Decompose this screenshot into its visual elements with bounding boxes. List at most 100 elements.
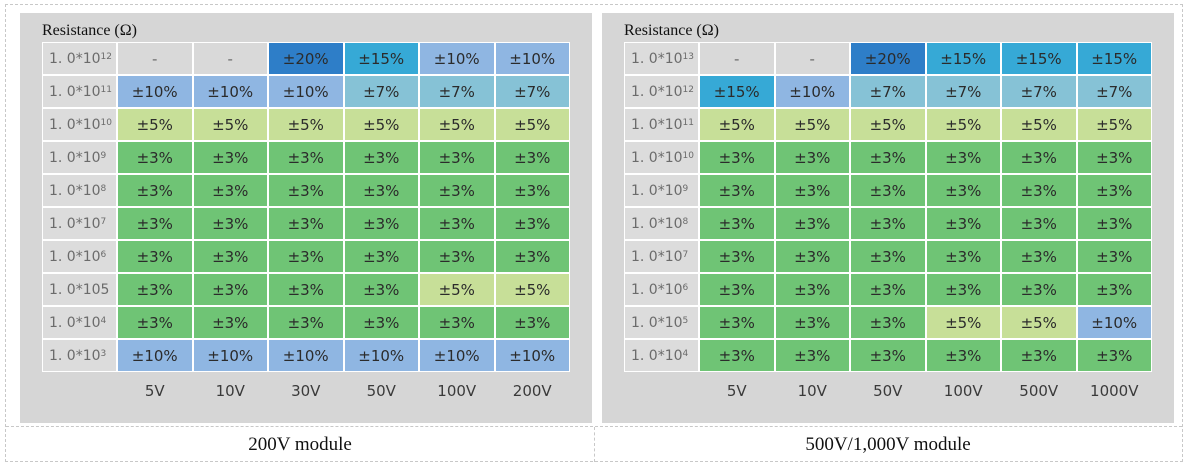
tolerance-cell: ±10% [494,42,570,75]
tolerance-cell: ±3% [850,273,926,306]
column-label: 30V [291,382,321,400]
tolerance-cell: ±5% [192,108,268,141]
tolerance-cell: ±3% [1076,240,1152,273]
tolerance-cell: ±3% [1001,240,1077,273]
table-200v: Resistance (Ω) 1. 0*10 12- - ±20% ±15% ±10% ±1… [20,13,592,423]
tolerance-cell: ±3% [1076,339,1152,372]
tolerance-cell: ±5% [268,108,344,141]
tolerance-cell: ±15% [699,75,775,108]
tolerance-cell: ±7% [1076,75,1152,108]
tolerance-cell: ±5% [419,108,495,141]
tolerance-cell: ±3% [268,174,344,207]
tolerance-cell: ±3% [494,141,570,174]
tolerance-cell: ±15% [1076,42,1152,75]
tolerance-cell: ±3% [343,174,419,207]
tolerance-cell: ±10% [774,75,850,108]
tolerance-cell: ±3% [1001,141,1077,174]
tolerance-cell: ±5% [774,108,850,141]
tolerance-cell: ±10% [419,42,495,75]
tolerance-cell: ±3% [1076,174,1152,207]
tolerance-cell: ±7% [419,75,495,108]
tolerance-cell: ±3% [343,273,419,306]
tolerance-cell: ±3% [268,273,344,306]
tolerance-cell: ±5% [1001,108,1077,141]
tolerance-cell: ±3% [192,240,268,273]
tolerance-cell: ±3% [192,174,268,207]
tolerance-cell: ±3% [925,240,1001,273]
tolerance-cell: ±10% [117,75,193,108]
tolerance-cell: ±10% [1076,306,1152,339]
tolerance-cell: ±3% [343,240,419,273]
tolerance-cell: ±10% [268,339,344,372]
tolerance-cell: ±10% [419,339,495,372]
tolerance-cell: ±3% [1001,273,1077,306]
tolerance-cell: ±3% [343,141,419,174]
tolerance-cell: ±7% [343,75,419,108]
tolerance-cell: ±3% [494,207,570,240]
figure-frame: Resistance (Ω) 1. 0*10 12- - ±20% ±15% ±10% ±1… [5,4,1183,462]
row-label: 1. 0*10 11 [624,108,699,141]
row-label: 1. 0*10 12 [42,42,117,75]
column-label: 50V [366,382,396,400]
tolerance-cell: ±3% [419,174,495,207]
tolerance-cell: ±3% [850,207,926,240]
tolerance-cell: ±3% [192,273,268,306]
tolerance-cell: ±3% [419,141,495,174]
tolerance-cell: ±20% [850,42,926,75]
tolerance-cell: ±3% [925,207,1001,240]
tolerance-cell: ±5% [1001,306,1077,339]
row-label: 1. 0*10 7 [624,240,699,273]
tolerance-cell: ±3% [343,207,419,240]
tolerance-cell: ±3% [850,306,926,339]
tolerance-cell: ±3% [774,339,850,372]
tolerance-cell: ±3% [1001,339,1077,372]
tolerance-cell: ±3% [117,306,193,339]
table-title: Resistance (Ω) [624,22,719,39]
caption-500v-1000v: 500V/1,000V module [805,434,971,455]
tolerance-cell: ±3% [192,141,268,174]
tolerance-cell: ±3% [117,141,193,174]
row-label: 1. 0*10 11 [42,75,117,108]
row-label: 1. 0*10 4 [624,339,699,372]
tolerance-cell: ±10% [192,75,268,108]
row-label: 1. 0*10 6 [624,273,699,306]
tolerance-cell: ±3% [117,240,193,273]
tolerance-cell: ±3% [1076,141,1152,174]
column-label: 5V [726,382,747,400]
tolerance-cell: ±3% [117,207,193,240]
tolerance-cell: ±10% [494,339,570,372]
tolerance-cell: - [192,42,268,75]
tolerance-cell: ±3% [699,240,775,273]
tolerance-cell: ±5% [419,273,495,306]
tolerance-cell: ±15% [1001,42,1077,75]
tolerance-cell: ±3% [192,306,268,339]
tolerance-cell: ±15% [925,42,1001,75]
tolerance-cell: ±10% [343,339,419,372]
tolerance-cell: ±3% [774,240,850,273]
column-label: 5V [144,382,165,400]
column-label: 10V [797,382,827,400]
tolerance-cell: ±3% [699,339,775,372]
caption-row: 200V module 500V/1,000V module [6,426,1182,462]
table-500v-1000v: Resistance (Ω) 1. 0*10 13- - ±20% ±15% ±15% ±1… [602,13,1174,423]
tolerance-cell: ±3% [268,207,344,240]
tolerance-cell: ±10% [268,75,344,108]
caption-200v: 200V module [248,434,352,455]
tolerance-cell: ±3% [494,240,570,273]
tolerance-cell: ±3% [1001,174,1077,207]
tolerance-cell: ±3% [117,174,193,207]
tolerance-cell: ±3% [699,174,775,207]
tolerance-cell: ±3% [343,306,419,339]
row-label: 1. 0*10 10 [624,141,699,174]
tolerance-cell: ±7% [925,75,1001,108]
tolerance-cell: ±3% [774,273,850,306]
tolerance-cell: ±3% [850,174,926,207]
row-label: 1. 0*105 [42,273,117,306]
tolerance-cell: ±3% [1076,273,1152,306]
tolerance-cell: - [774,42,850,75]
tolerance-cell: ±3% [699,141,775,174]
row-label: 1. 0*10 8 [42,174,117,207]
tolerance-cell: ±3% [1076,207,1152,240]
caption-divider [594,427,595,462]
